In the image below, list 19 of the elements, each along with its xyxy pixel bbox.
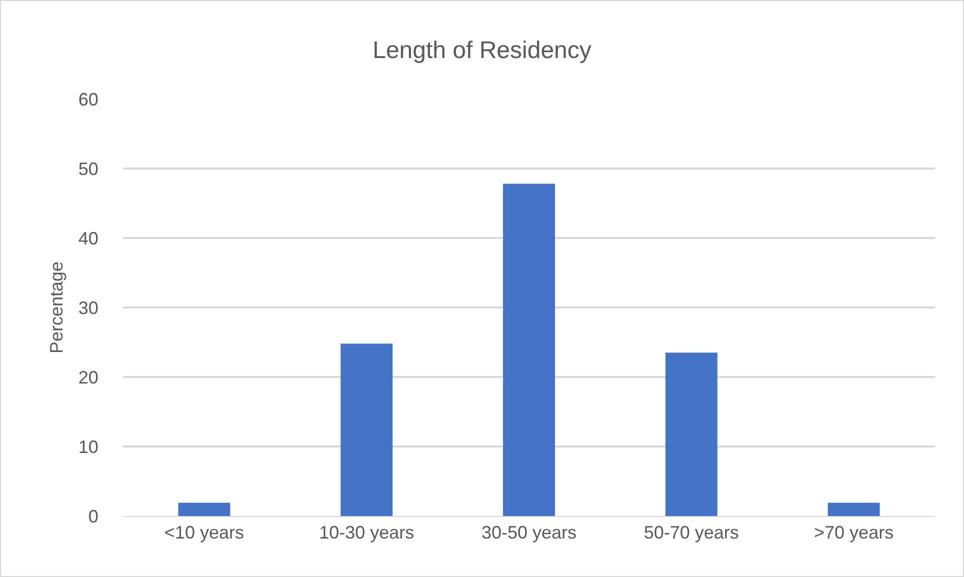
y-tick-label: 40 xyxy=(78,228,98,248)
y-axis-title: Percentage xyxy=(46,261,67,354)
x-tick-label: 10-30 years xyxy=(319,522,414,543)
x-tick-label: <10 years xyxy=(164,522,244,543)
x-tick-label: 50-70 years xyxy=(644,522,739,543)
bar xyxy=(828,502,880,516)
y-tick-label: 0 xyxy=(88,506,98,526)
bar xyxy=(340,344,393,516)
chart-title: Length of Residency xyxy=(372,37,592,64)
bar xyxy=(178,502,230,516)
x-tick-label: 30-50 years xyxy=(481,522,577,543)
x-tick-label: >70 years xyxy=(814,522,894,543)
y-tick-label: 20 xyxy=(78,367,98,388)
y-tick-label: 50 xyxy=(78,158,98,179)
y-tick-label: 10 xyxy=(78,436,98,457)
y-tick-label: 60 xyxy=(78,89,98,110)
bar xyxy=(665,352,718,516)
y-tick-label: 30 xyxy=(78,298,98,318)
bar xyxy=(503,184,555,516)
